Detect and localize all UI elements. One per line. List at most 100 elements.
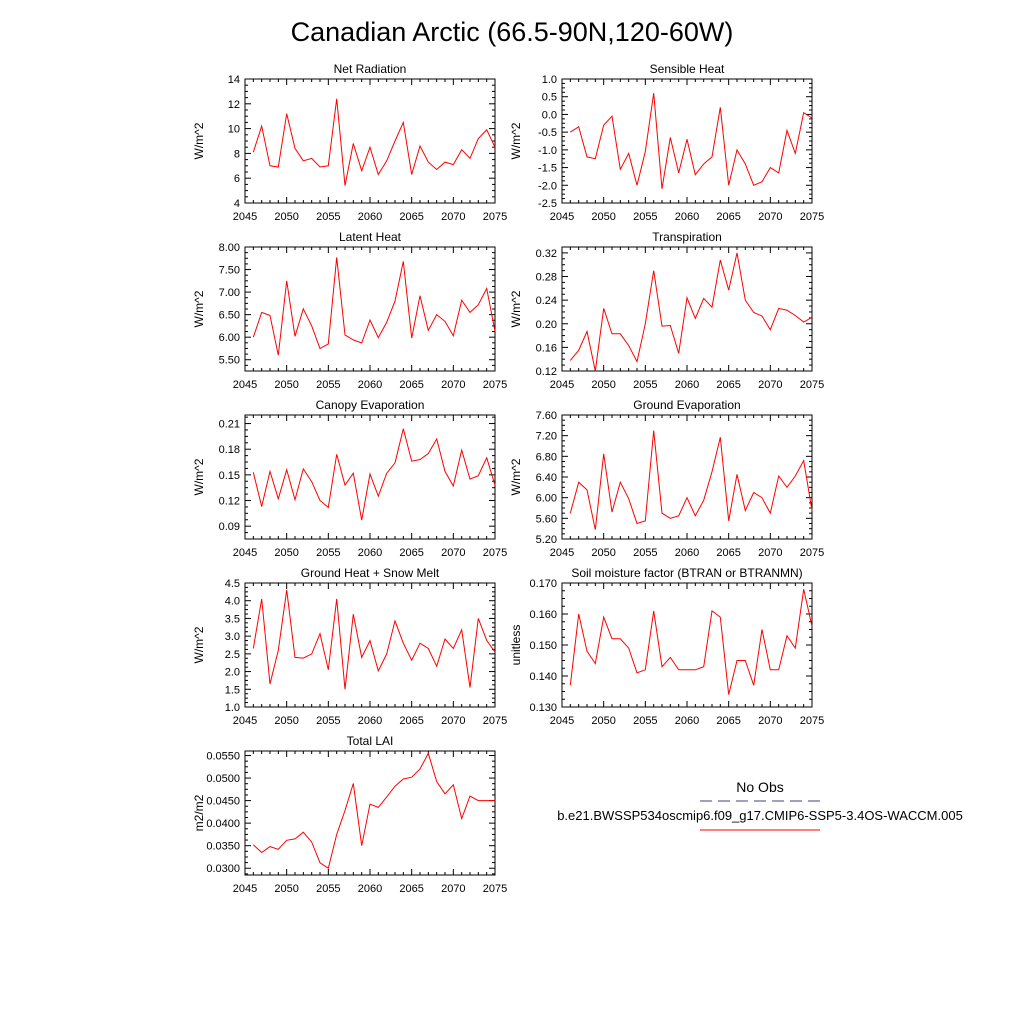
y-tick-label: 0.0500: [206, 773, 240, 785]
x-tick-label: 2065: [399, 547, 423, 559]
x-tick-label: 2060: [358, 211, 382, 223]
y-tick-label: 6.50: [219, 310, 240, 322]
y-tick-label: 10: [228, 124, 240, 136]
y-tick-label: 0.170: [529, 578, 557, 590]
y-tick-label: 1.0: [542, 74, 557, 86]
x-tick-label: 2045: [233, 547, 257, 559]
plot-frame: [561, 414, 813, 540]
figure-title: Canadian Arctic (66.5-90N,120-60W): [291, 17, 734, 47]
y-tick-label: 5.20: [536, 534, 557, 546]
plot-frame: [244, 414, 496, 540]
y-tick-label: 4.5: [225, 578, 240, 590]
y-tick-label: 7.50: [219, 265, 240, 277]
x-tick-label: 2055: [316, 547, 340, 559]
panel-title: Net Radiation: [334, 62, 407, 76]
y-tick-label: 14: [228, 74, 240, 86]
panel-2: Sensible Heat W/m^2 2045 2050 2055 2060 2065 20…: [509, 62, 824, 223]
y-tick-label: 6: [234, 173, 240, 185]
y-tick-label: 0.12: [536, 366, 557, 378]
x-tick-label: 2050: [274, 379, 298, 391]
series-line: [252, 590, 496, 690]
x-tick-label: 2070: [441, 715, 465, 727]
y-tick-label: 0.09: [219, 521, 240, 533]
x-tick-label: 2045: [233, 211, 257, 223]
y-tick-label: 3.5: [225, 613, 240, 625]
plot-frame: [244, 750, 496, 876]
panel-title: Sensible Heat: [650, 62, 725, 76]
x-tick-label: 2070: [441, 379, 465, 391]
y-tick-label: 0.5: [542, 92, 557, 104]
y-tick-label: -1.5: [538, 163, 557, 175]
panel-8: Soil moisture factor (BTRAN or BTRANMN) u…: [509, 566, 824, 727]
x-tick-label: 2070: [758, 211, 782, 223]
x-tick-label: 2070: [758, 379, 782, 391]
x-tick-label: 2045: [550, 211, 574, 223]
x-tick-label: 2065: [716, 547, 740, 559]
x-tick-label: 2050: [274, 211, 298, 223]
y-axis-label: W/m^2: [509, 122, 523, 159]
x-tick-label: 2070: [441, 211, 465, 223]
x-tick-label: 2050: [591, 379, 615, 391]
panel-6: Ground Evaporation W/m^2 2045 2050 2055 2060 2…: [509, 398, 824, 559]
y-tick-label: 2.5: [225, 649, 240, 661]
y-tick-label: 7.20: [536, 431, 557, 443]
plot-frame: [244, 582, 496, 708]
panel-3: Latent Heat W/m^2 2045 2050 2055 2060 2065 2070…: [192, 230, 507, 391]
x-tick-label: 2065: [399, 715, 423, 727]
series-line: [569, 252, 813, 372]
y-axis-label: W/m^2: [192, 290, 206, 327]
x-tick-label: 2060: [675, 715, 699, 727]
x-tick-label: 2050: [274, 547, 298, 559]
panel-5: Canopy Evaporation W/m^2 2045 2050 2055 2060 2…: [192, 398, 507, 559]
x-tick-label: 2075: [483, 211, 507, 223]
y-tick-label: 0.24: [536, 295, 557, 307]
y-axis-label: m2/m2: [192, 794, 206, 831]
y-tick-label: -1.0: [538, 145, 557, 157]
x-tick-label: 2060: [358, 547, 382, 559]
plot-frame: [561, 582, 813, 708]
x-tick-label: 2070: [441, 547, 465, 559]
series-line: [252, 98, 496, 186]
series-line: [569, 430, 813, 530]
x-tick-label: 2075: [800, 211, 824, 223]
x-tick-label: 2050: [274, 715, 298, 727]
y-tick-label: 0.18: [219, 444, 240, 456]
panel-7: Ground Heat + Snow Melt W/m^2 2045 2050 2055…: [192, 566, 507, 727]
y-axis-label: W/m^2: [192, 122, 206, 159]
x-tick-label: 2060: [675, 547, 699, 559]
y-tick-label: 3.0: [225, 631, 240, 643]
x-tick-label: 2055: [633, 379, 657, 391]
x-tick-label: 2055: [316, 883, 340, 895]
panel-title: Ground Evaporation: [633, 398, 740, 412]
y-tick-label: 0.150: [529, 640, 557, 652]
x-tick-label: 2075: [483, 379, 507, 391]
y-tick-label: 6.40: [536, 472, 557, 484]
panel-9: Total LAI m2/m2 2045 2050 2055 2060 2065 2070 20…: [192, 734, 507, 895]
x-tick-label: 2055: [316, 715, 340, 727]
y-tick-label: -2.0: [538, 180, 557, 192]
y-tick-label: 0.0400: [206, 818, 240, 830]
y-tick-label: 0.0300: [206, 863, 240, 875]
panel-title: Soil moisture factor (BTRAN or BTRANMN): [571, 566, 802, 580]
y-tick-label: 0.28: [536, 272, 557, 284]
x-tick-label: 2045: [550, 715, 574, 727]
panel-title: Transpiration: [652, 230, 722, 244]
y-tick-label: 0.20: [536, 319, 557, 331]
x-tick-label: 2045: [233, 379, 257, 391]
y-axis-label: W/m^2: [509, 290, 523, 327]
x-tick-label: 2050: [274, 883, 298, 895]
y-tick-label: 0.0350: [206, 841, 240, 853]
x-tick-label: 2055: [633, 211, 657, 223]
x-tick-label: 2065: [399, 379, 423, 391]
x-tick-label: 2065: [716, 379, 740, 391]
y-tick-label: 0.160: [529, 609, 557, 621]
legend-obs-label: No Obs: [736, 779, 783, 795]
x-tick-label: 2075: [483, 547, 507, 559]
x-tick-label: 2050: [591, 211, 615, 223]
panel-title: Canopy Evaporation: [316, 398, 425, 412]
y-tick-label: 7.00: [219, 287, 240, 299]
x-tick-label: 2045: [550, 379, 574, 391]
x-tick-label: 2065: [716, 715, 740, 727]
series-line: [252, 751, 495, 870]
